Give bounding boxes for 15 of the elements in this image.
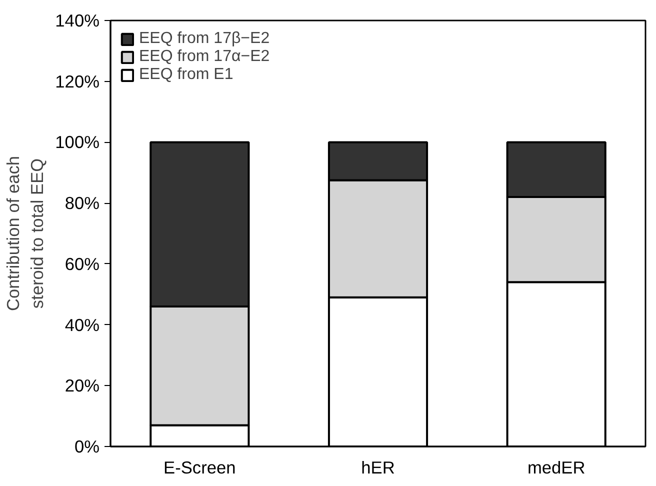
- legend-label: EEQ from E1: [139, 66, 234, 84]
- y-tick-label: 80%: [64, 193, 100, 214]
- x-tick-label: medER: [527, 458, 586, 478]
- y-axis-title: Contribution of each steroid to total EEQ: [3, 156, 48, 312]
- y-tick-label: 20%: [64, 376, 100, 396]
- legend-label: EEQ from 17α−E2: [139, 48, 270, 66]
- x-tick-label: hER: [361, 458, 395, 478]
- y-tick-label: 60%: [64, 254, 100, 274]
- y-tick-label: 140%: [55, 10, 100, 30]
- y-tick-label: 120%: [55, 71, 100, 92]
- x-tick-label: E-Screen: [164, 458, 236, 478]
- y-tick-label: 100%: [55, 132, 100, 152]
- legend-label: EEQ from 17β−E2: [139, 30, 270, 48]
- y-tick-label: 40%: [64, 314, 100, 335]
- y-tick-label: 0%: [74, 436, 100, 456]
